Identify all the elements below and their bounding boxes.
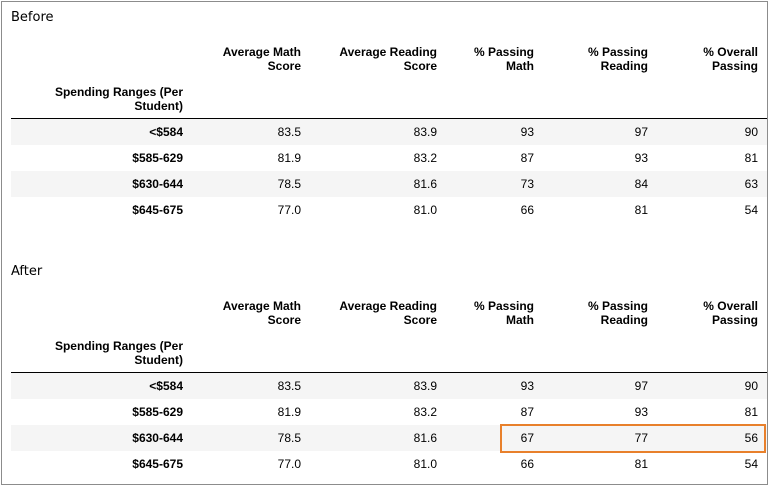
table-cell: 84 <box>634 177 648 191</box>
table-cell: 81.9 <box>277 151 301 165</box>
table-cell: 81.6 <box>413 431 437 445</box>
table-cell: 66 <box>520 203 534 217</box>
column-header-line: Reading <box>600 59 648 73</box>
column-header-line: % Passing <box>473 45 534 59</box>
table-cell: 83.9 <box>413 379 437 393</box>
column-header: % Overall Passing <box>681 45 758 73</box>
table-cell: 81 <box>744 151 758 165</box>
column-header: % Passing Math <box>451 299 534 327</box>
table-cell: 81 <box>634 457 648 471</box>
column-header-line: Average Reading <box>339 299 437 313</box>
table-cell: 90 <box>744 379 758 393</box>
column-header: Average Reading Score <box>331 299 437 327</box>
table-cell: 83.5 <box>277 125 301 139</box>
table-cell: 93 <box>520 379 534 393</box>
column-header: Average Math Score <box>211 45 301 73</box>
column-header-line: Passing <box>711 313 758 327</box>
table-row: <$584 83.5 83.9 93 97 90 <box>11 373 767 399</box>
table-cell: 78.5 <box>277 177 301 191</box>
table-cell: 83.9 <box>413 125 437 139</box>
column-header-line: Reading <box>600 313 648 327</box>
table-cell: 56 <box>744 431 758 445</box>
column-header-line: Score <box>267 59 301 73</box>
index-name-line: Spending Ranges (Per <box>54 85 183 99</box>
table-cell: 93 <box>634 151 648 165</box>
column-header: % Passing Reading <box>561 299 648 327</box>
row-label: $630-644 <box>132 431 183 445</box>
column-header-line: Score <box>267 313 301 327</box>
table-cell: 54 <box>744 457 758 471</box>
table-row: $645-675 77.0 81.0 66 81 54 <box>11 451 767 477</box>
table-cell: 73 <box>520 177 534 191</box>
index-name-line: Student) <box>134 99 183 113</box>
table-row: <$584 83.5 83.9 93 97 90 <box>11 119 767 145</box>
row-label: $645-675 <box>132 457 183 471</box>
column-header-line: Average Reading <box>339 45 437 59</box>
table-row: $585-629 81.9 83.2 87 93 81 <box>11 145 767 171</box>
table-cell: 66 <box>520 457 534 471</box>
row-label: $585-629 <box>132 405 183 419</box>
table-cell: 87 <box>520 405 534 419</box>
column-header-line: % Passing <box>587 299 648 313</box>
table-row: $645-675 77.0 81.0 66 81 54 <box>11 197 767 223</box>
column-header-line: % Overall <box>703 299 758 313</box>
table-cell: 77.0 <box>277 457 301 471</box>
table-row: $585-629 81.9 83.2 87 93 81 <box>11 399 767 425</box>
row-label: <$584 <box>149 379 183 393</box>
column-header: Average Reading Score <box>331 45 437 73</box>
table-cell: 93 <box>634 405 648 419</box>
column-header: % Passing Math <box>451 45 534 73</box>
index-name: Spending Ranges (Per Student) <box>42 339 183 367</box>
column-header-line: Average Math <box>222 299 301 313</box>
column-header: % Overall Passing <box>681 299 758 327</box>
header-rule <box>11 372 767 373</box>
column-header-line: % Overall <box>703 45 758 59</box>
column-header-line: Passing <box>711 59 758 73</box>
index-name-line: Spending Ranges (Per <box>54 339 183 353</box>
table-cell: 90 <box>744 125 758 139</box>
section-title: Before <box>11 10 54 25</box>
header-rule <box>11 118 767 119</box>
table-cell: 67 <box>520 431 534 445</box>
column-header-line: Score <box>403 313 437 327</box>
index-name: Spending Ranges (Per Student) <box>42 85 183 113</box>
table-row: $630-644 78.5 81.6 67 77 56 <box>11 425 767 451</box>
column-header-line: Average Math <box>222 45 301 59</box>
row-label: $645-675 <box>132 203 183 217</box>
table-cell: 97 <box>634 379 648 393</box>
row-label: $585-629 <box>132 151 183 165</box>
row-label: $630-644 <box>132 177 183 191</box>
table-cell: 63 <box>744 177 758 191</box>
table-row: $630-644 78.5 81.6 73 84 63 <box>11 171 767 197</box>
table-cell: 81.0 <box>413 203 437 217</box>
column-header: Average Math Score <box>211 299 301 327</box>
row-label: <$584 <box>149 125 183 139</box>
highlight-box <box>500 424 766 453</box>
column-header: % Passing Reading <box>561 45 648 73</box>
table-cell: 77.0 <box>277 203 301 217</box>
table-cell: 83.2 <box>413 151 437 165</box>
table-cell: 87 <box>520 151 534 165</box>
table-cell: 81.6 <box>413 177 437 191</box>
table-cell: 83.5 <box>277 379 301 393</box>
table-cell: 81.0 <box>413 457 437 471</box>
table-cell: 83.2 <box>413 405 437 419</box>
table-cell: 78.5 <box>277 431 301 445</box>
section-title: After <box>11 264 43 279</box>
index-name-line: Student) <box>134 353 183 367</box>
table-cell: 81 <box>744 405 758 419</box>
table-cell: 97 <box>634 125 648 139</box>
column-header-line: Math <box>506 59 534 73</box>
table-cell: 93 <box>520 125 534 139</box>
table-cell: 77 <box>634 431 648 445</box>
column-header-line: Math <box>506 313 534 327</box>
table-cell: 54 <box>744 203 758 217</box>
table-cell: 81 <box>634 203 648 217</box>
column-header-line: % Passing <box>587 45 648 59</box>
table-cell: 81.9 <box>277 405 301 419</box>
column-header-line: Score <box>403 59 437 73</box>
column-header-line: % Passing <box>473 299 534 313</box>
